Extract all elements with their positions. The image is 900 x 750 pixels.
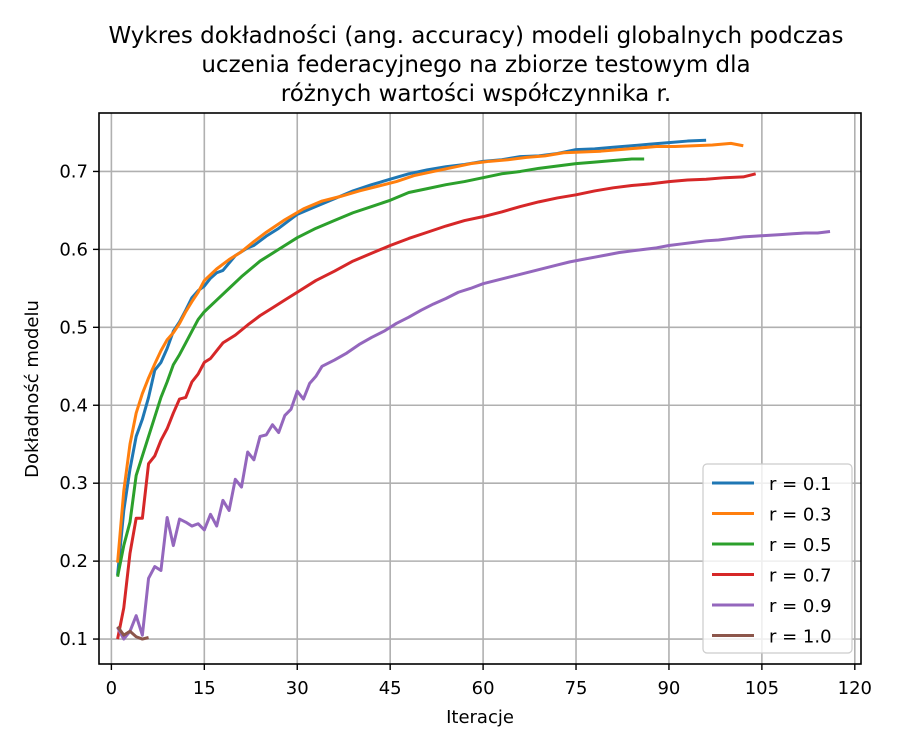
y-axis-label: Dokładność modelu: [22, 300, 43, 478]
legend-label-0: r = 0.1: [769, 474, 832, 495]
x-axis-label: Iteracje: [446, 707, 514, 728]
series-lines: [116, 138, 831, 641]
chart-title-line-1: Wykres dokładności (ang. accuracy) model…: [108, 23, 843, 49]
x-tick-label: 30: [286, 678, 309, 699]
series-line-0: [116, 138, 707, 576]
chart-title-line-2: uczenia federacyjnego na zbiorze testowy…: [201, 52, 750, 78]
legend-label-4: r = 0.9: [769, 596, 832, 617]
x-axis-ticks: 0 15 30 45 60 75 90 105 120: [106, 664, 872, 699]
plot-area-frame: [98, 112, 862, 665]
y-tick-label: 0.7: [59, 161, 88, 182]
y-tick-label: 0.5: [59, 317, 88, 338]
series-line-2: [116, 157, 645, 578]
y-tick-label: 0.3: [59, 473, 88, 494]
series-line-1: [116, 141, 744, 563]
series-line-5: [116, 625, 149, 641]
chart-title-line-3: różnych wartości współczynnika r.: [281, 81, 671, 107]
x-tick-label: 105: [745, 678, 779, 699]
legend: r = 0.1 r = 0.3 r = 0.5 r = 0.7 r = 0.9 r = 1…: [702, 463, 853, 654]
y-axis-ticks: 0.1 0.2 0.3 0.4 0.5 0.6 0.7: [59, 161, 99, 650]
y-tick-label: 0.4: [59, 395, 88, 416]
x-tick-label: 15: [193, 678, 216, 699]
series-line-4: [116, 229, 831, 641]
legend-label-3: r = 0.7: [769, 566, 832, 587]
legend-label-5: r = 1.0: [769, 627, 832, 648]
x-tick-label: 90: [657, 678, 680, 699]
y-tick-label: 0.1: [59, 629, 88, 650]
x-tick-label: 75: [565, 678, 588, 699]
series-line-3: [116, 172, 757, 640]
y-tick-label: 0.2: [59, 551, 88, 572]
x-tick-label: 60: [472, 678, 495, 699]
x-tick-label: 0: [106, 678, 117, 699]
legend-label-2: r = 0.5: [769, 535, 832, 556]
legend-label-1: r = 0.3: [769, 505, 832, 526]
x-tick-label: 120: [838, 678, 872, 699]
grid: [99, 113, 861, 664]
y-tick-label: 0.6: [59, 239, 88, 260]
x-tick-label: 45: [379, 678, 402, 699]
